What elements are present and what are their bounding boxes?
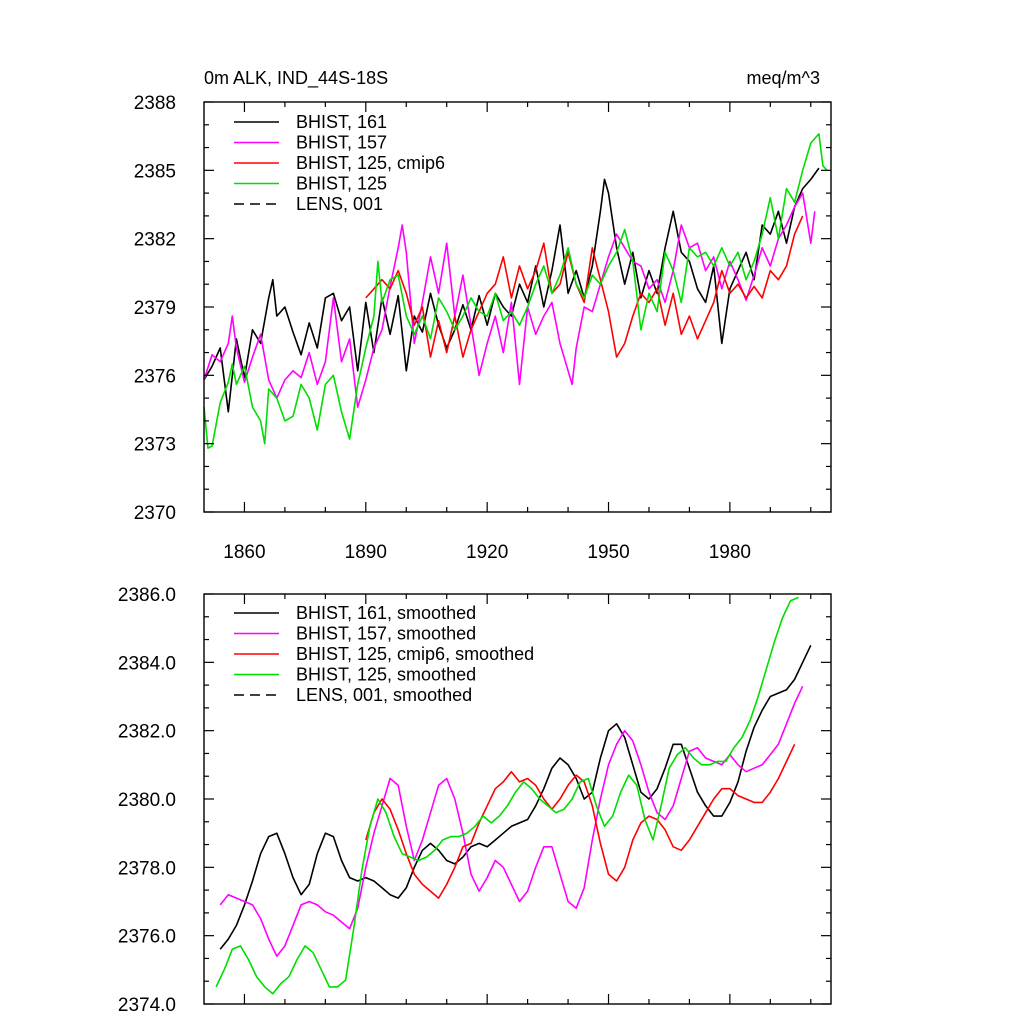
y-tick-label: 2376: [134, 366, 176, 387]
y-tick-label: 2382: [134, 230, 176, 251]
legend-label: BHIST, 161: [296, 112, 387, 132]
y-tick-label: 2384.0: [118, 653, 176, 674]
x-tick-label: 1950: [587, 542, 629, 563]
legend-label: BHIST, 161, smoothed: [296, 603, 476, 623]
y-tick-label: 2382.0: [118, 722, 176, 743]
y-tick-label: 2378.0: [118, 858, 176, 879]
y-tick-label: 2380.0: [118, 790, 176, 811]
y-tick-label: 2388: [134, 93, 176, 114]
legend-label: BHIST, 125, cmip6, smoothed: [296, 644, 534, 664]
units-label: meq/m^3: [747, 68, 820, 88]
legend-label: BHIST, 157, smoothed: [296, 624, 476, 644]
axis-ticks: 2370 2373 2376 2379 2382 2385 2388 1860 1890 1920…: [134, 93, 831, 563]
y-tick-label: 2385: [134, 161, 176, 182]
series-line-3: [365, 215, 804, 358]
series-line-2: [219, 685, 804, 957]
y-tick-label: 2374.0: [118, 995, 176, 1016]
y-tick-label: 2379: [134, 298, 176, 319]
y-tick-label: 2376.0: [118, 927, 176, 948]
series-lines: [215, 596, 812, 995]
y-tick-label: 2370: [134, 503, 176, 524]
x-tick-label: 1890: [345, 542, 387, 563]
legend-label: BHIST, 125: [296, 174, 387, 194]
series-line-4: [203, 133, 828, 449]
legend-label: BHIST, 157: [296, 133, 387, 153]
x-tick-label: 1920: [466, 542, 508, 563]
legend-label: LENS, 001, smoothed: [296, 685, 472, 705]
x-tick-label: 1980: [709, 542, 751, 563]
y-tick-label: 2373: [134, 435, 176, 456]
legend-label: BHIST, 125, cmip6: [296, 153, 445, 173]
series-line-2: [203, 192, 816, 408]
series-line-4: [215, 596, 799, 995]
x-tick-label: 1860: [223, 542, 265, 563]
legend-label: LENS, 001: [296, 194, 383, 214]
bottom-panel: 2374.0 2376.0 2378.0 2380.0 2382.0 2384.0 2386…: [118, 585, 832, 1016]
legend-label: BHIST, 125, smoothed: [296, 665, 476, 685]
series-line-3: [365, 743, 796, 899]
axis-ticks: 2374.0 2376.0 2378.0 2380.0 2382.0 2384.0 2386…: [118, 585, 831, 1016]
top-panel: 0m ALK, IND_44S-18S meq/m^3 2370 2373 2376…: [134, 68, 832, 563]
series-line-1: [219, 644, 812, 950]
series-lines: [203, 133, 828, 449]
chart-title: 0m ALK, IND_44S-18S: [204, 68, 388, 89]
y-tick-label: 2386.0: [118, 585, 176, 606]
